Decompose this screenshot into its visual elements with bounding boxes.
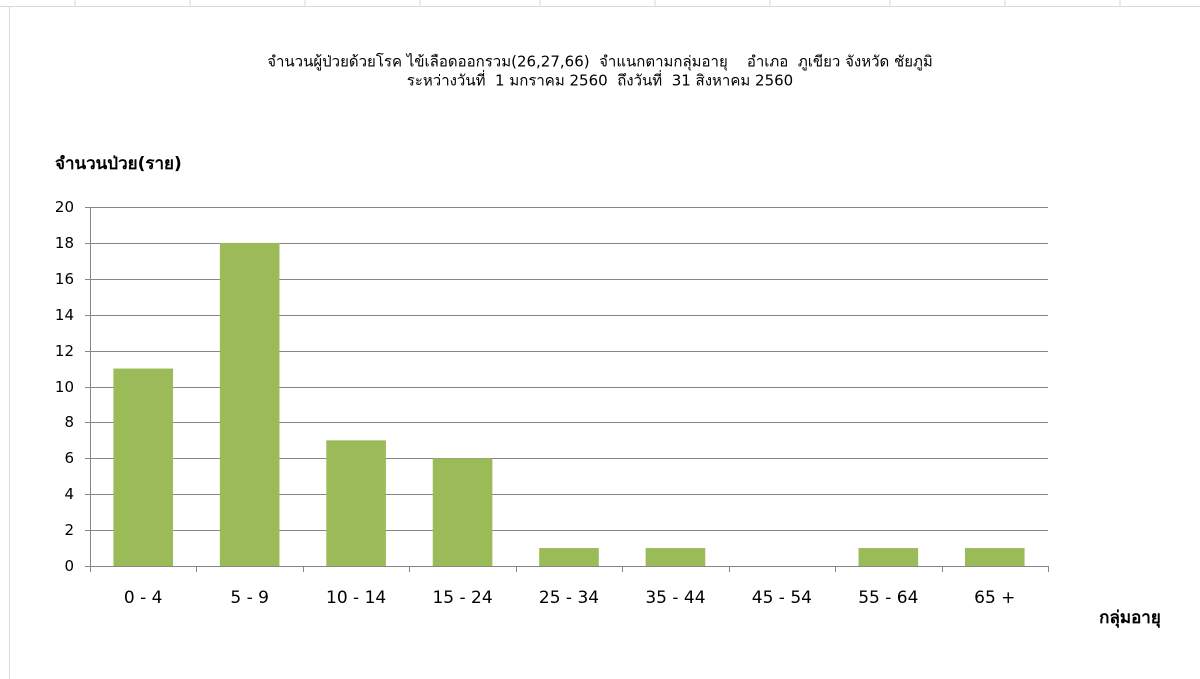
bar bbox=[113, 368, 174, 566]
y-tick-label: 16 bbox=[55, 270, 74, 288]
bar bbox=[858, 548, 919, 566]
y-tick-label: 14 bbox=[55, 306, 74, 324]
bar bbox=[219, 242, 280, 566]
x-tick-label: 10 - 14 bbox=[326, 588, 386, 608]
x-tick-label: 15 - 24 bbox=[432, 588, 492, 608]
x-tick-label: 45 - 54 bbox=[752, 588, 812, 608]
x-tick-label: 25 - 34 bbox=[539, 588, 599, 608]
y-tick-label: 20 bbox=[55, 198, 74, 216]
x-tick-label: 5 - 9 bbox=[230, 588, 269, 608]
y-tick-label: 10 bbox=[55, 378, 74, 396]
bar bbox=[326, 440, 386, 566]
chart-subtitle: ระหว่างวันที่ 1 มกราคม 2560 ถึงวันที่ 31… bbox=[407, 70, 793, 90]
chart-title: จำนวนผู้ป่วยด้วยโรค ไข้เลือดออกรวม(26,27… bbox=[267, 53, 933, 72]
bar bbox=[539, 548, 599, 566]
y-tick-label: 6 bbox=[64, 449, 74, 467]
y-tick-label: 8 bbox=[64, 413, 74, 431]
y-tick-label: 12 bbox=[55, 342, 74, 360]
bar bbox=[432, 458, 493, 566]
y-tick-label: 18 bbox=[55, 234, 74, 252]
y-tick-label: 2 bbox=[64, 521, 74, 539]
x-tick-label: 55 - 64 bbox=[858, 588, 918, 608]
x-tick-label: 65 + bbox=[974, 588, 1015, 608]
y-axis-title: จำนวนป่วย(ราย) bbox=[55, 154, 182, 174]
y-tick-label: 0 bbox=[64, 557, 74, 575]
bar bbox=[645, 548, 706, 566]
x-tick-label: 35 - 44 bbox=[645, 588, 705, 608]
bar bbox=[964, 548, 1025, 566]
y-tick-label: 4 bbox=[64, 485, 74, 503]
x-tick-label: 0 - 4 bbox=[124, 588, 163, 608]
x-axis-title: กลุ่มอายุ bbox=[1099, 608, 1161, 628]
